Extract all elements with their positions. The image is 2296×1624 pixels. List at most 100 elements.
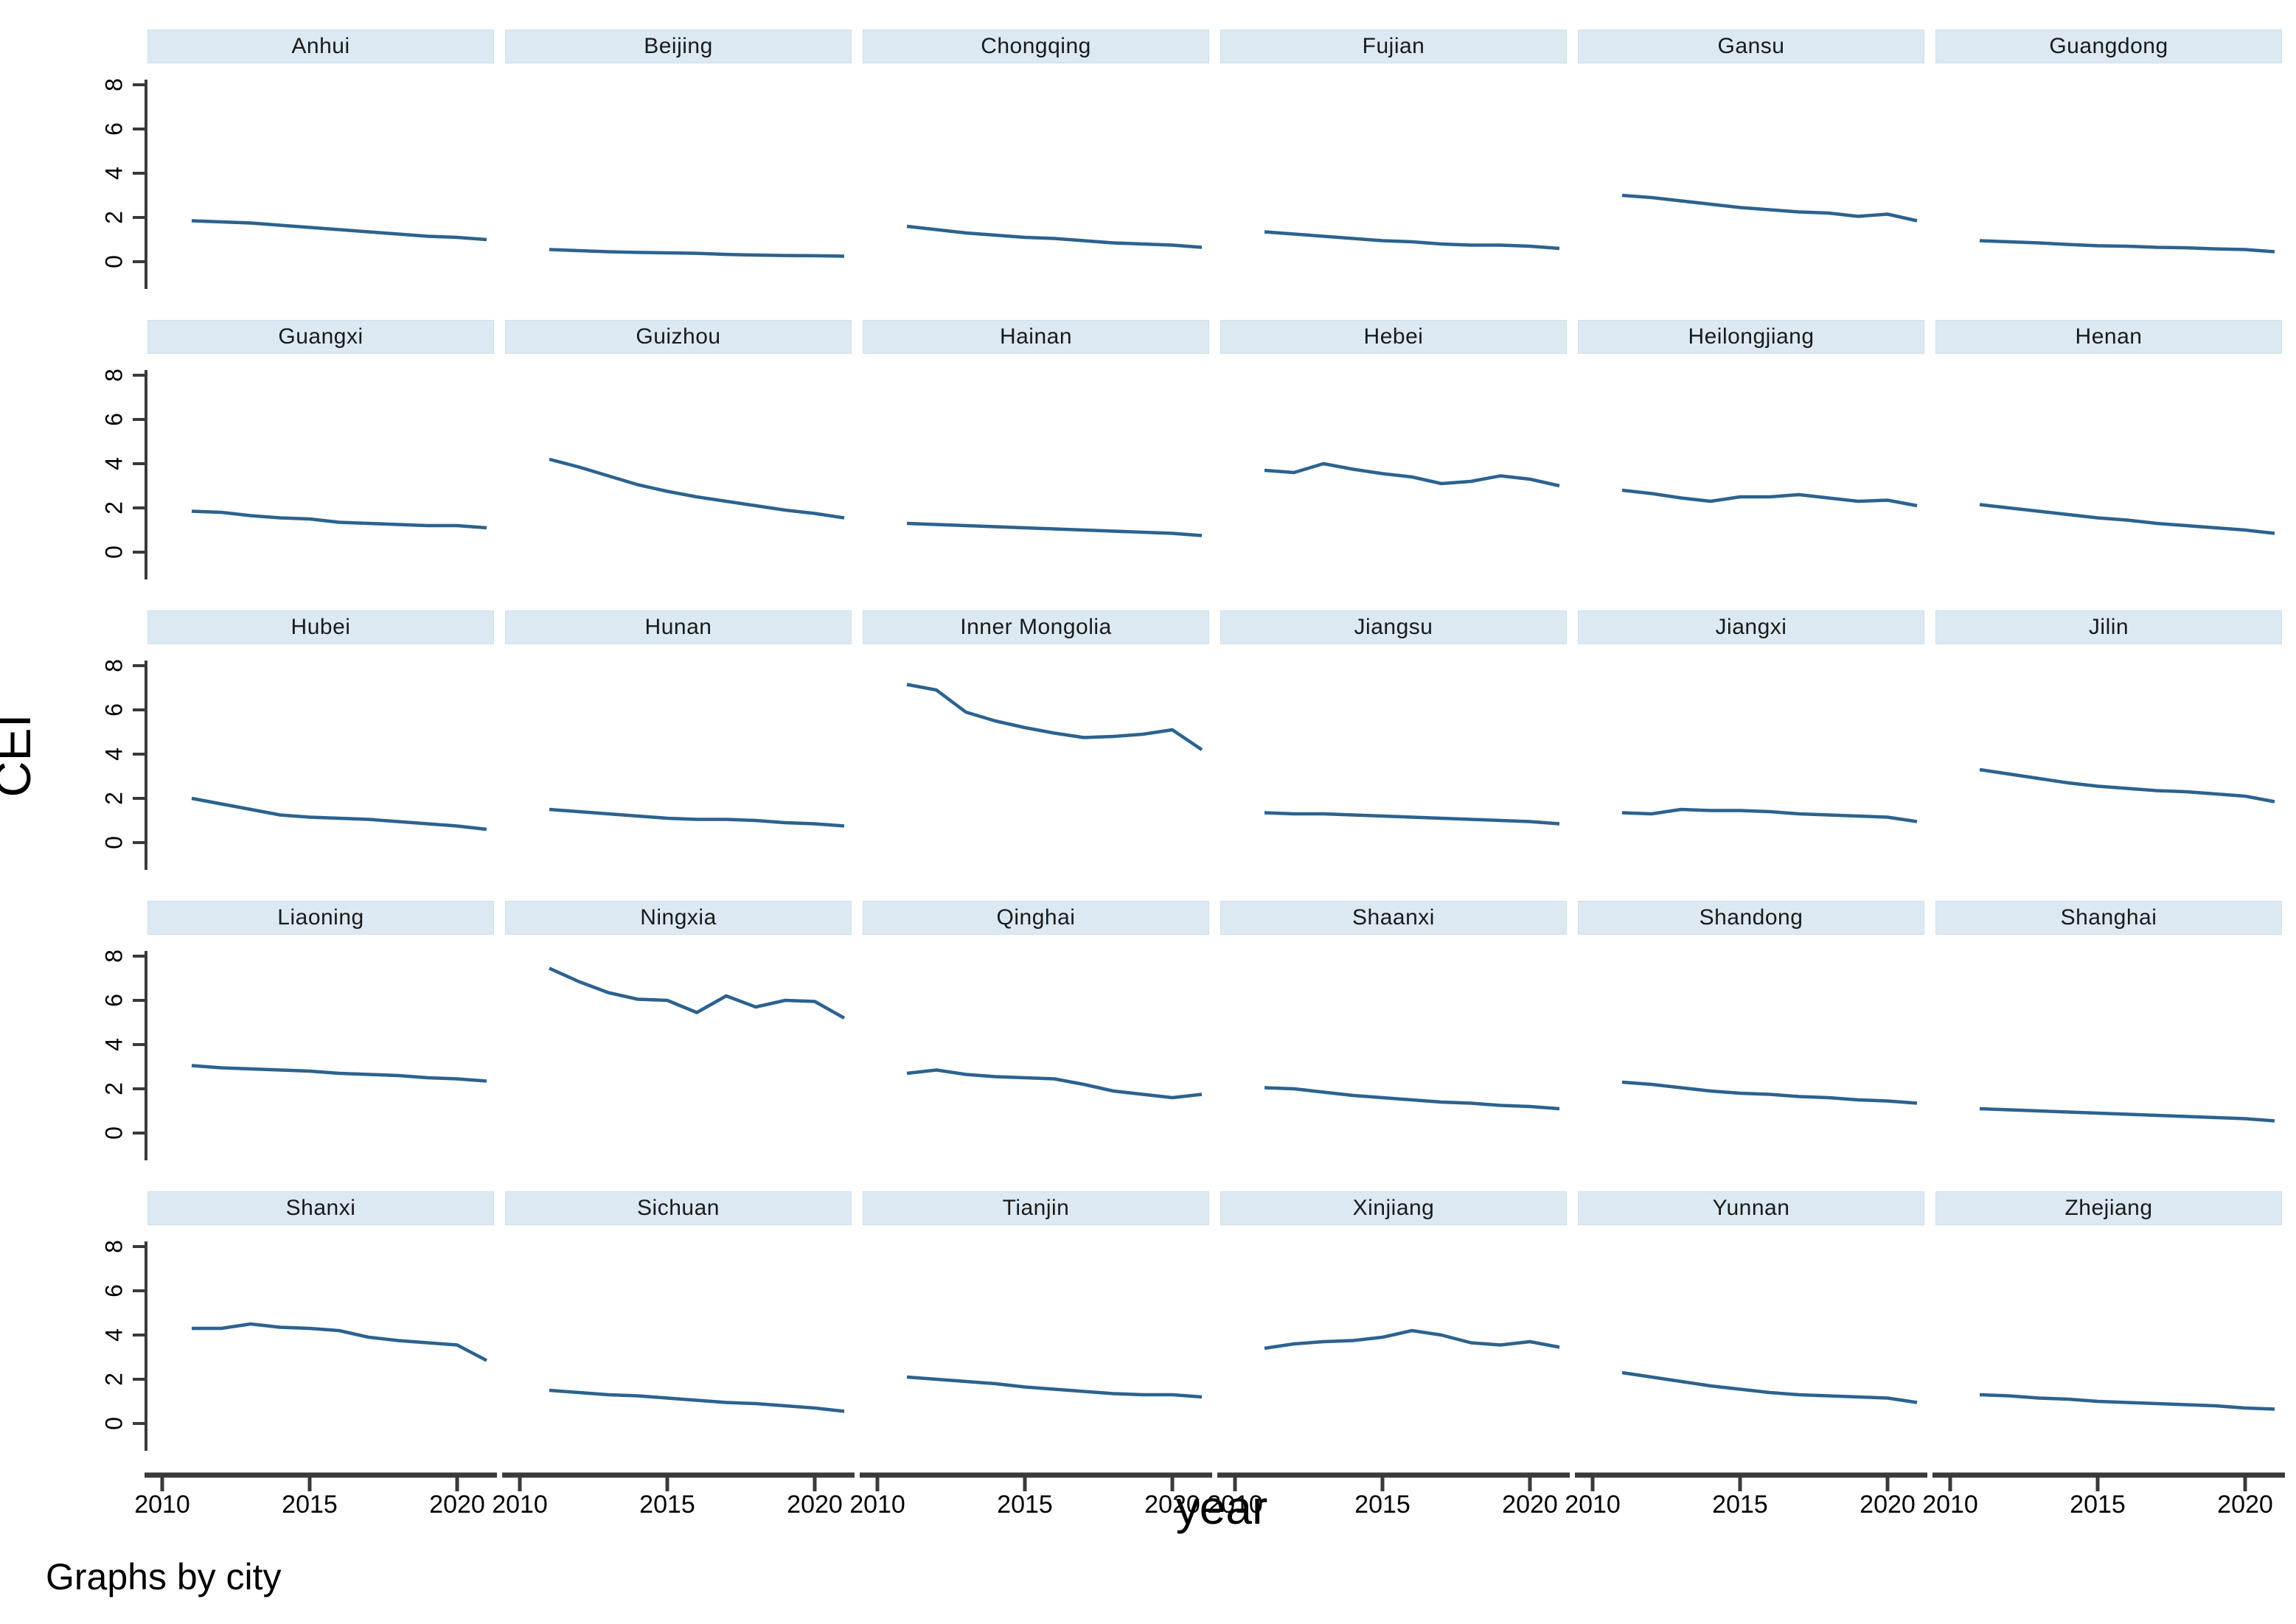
y-tick-label: 6	[100, 413, 127, 426]
plot-background	[505, 938, 852, 1181]
cei-line	[1264, 1086, 1560, 1111]
cei-line	[549, 1388, 845, 1413]
x-tick-label: 2015	[997, 1491, 1053, 1519]
panel-plot	[505, 66, 852, 310]
panel-title: Hubei	[147, 610, 494, 644]
facet-panel-xinjiang: Xinjiang 2010 2015 2020	[1207, 1191, 1570, 1519]
facet-panel-anhui: Anhui	[147, 29, 494, 310]
plot-background	[863, 1228, 1209, 1471]
panel-title: Liaoning	[147, 901, 494, 935]
panel-title: Jilin	[1935, 610, 2282, 644]
y-tick-label: 8	[100, 369, 127, 382]
panel-title: Inner Mongolia	[863, 610, 1209, 644]
cei-line	[906, 224, 1203, 249]
cei-line	[191, 219, 487, 242]
x-tick-label: 2015	[282, 1491, 338, 1519]
y-axis-svg: 8 6 4 2 0	[100, 1240, 147, 1451]
x-tick-label: 2010	[1207, 1491, 1263, 1519]
panel-plot	[1578, 647, 1924, 891]
cei-line	[1621, 1080, 1918, 1105]
y-axis: 8 6 4 2 0	[63, 1191, 147, 1471]
plot-background	[863, 66, 1209, 310]
panel-title: Heilongjiang	[1578, 320, 1924, 354]
y-tick-label: 4	[100, 457, 127, 470]
cei-line	[1621, 488, 1918, 508]
facet-panel-hubei: Hubei	[147, 610, 494, 891]
panel-title: Chongqing	[863, 29, 1209, 63]
cei-line	[1979, 1107, 2275, 1123]
panel-title: Shanghai	[1935, 901, 2282, 935]
y-tick-label: 2	[100, 211, 127, 224]
y-tick-label: 4	[100, 167, 127, 180]
panel-plot	[147, 647, 494, 891]
facet-panel-shaanxi: Shaanxi	[1220, 901, 1567, 1181]
panel-title: Zhejiang	[1935, 1191, 2282, 1225]
facet-row: 8 6 4 2 0 Anhui Beijing Chongqing Fujian Gansu Gua…	[100, 29, 2282, 310]
facet-panel-hunan: Hunan	[505, 610, 852, 891]
facet-panel-liaoning: Liaoning	[147, 901, 494, 1181]
panel-plot	[505, 1228, 852, 1471]
plot-background	[1220, 1228, 1567, 1471]
facet-panel-tianjin: Tianjin 2010 2015 2020	[849, 1191, 1212, 1519]
cei-line	[1621, 807, 1918, 823]
x-axis: 2010 2015 2020	[1207, 1472, 1570, 1519]
facet-panel-shanxi: Shanxi 2010 2015 2020	[134, 1191, 497, 1519]
x-tick-label: 2010	[134, 1491, 190, 1519]
plot-background	[1935, 1228, 2282, 1471]
x-axis-title: year	[1175, 1481, 1268, 1534]
cei-line	[549, 807, 845, 828]
panel-title: Sichuan	[505, 1191, 852, 1225]
y-tick-label: 4	[100, 1328, 127, 1342]
cei-line	[549, 457, 845, 520]
y-tick-label: 0	[100, 836, 127, 849]
facet-panel-jiangsu: Jiangsu	[1220, 610, 1567, 891]
x-tick-label: 2020	[787, 1491, 843, 1519]
panel-title: Hunan	[505, 610, 852, 644]
y-tick-label: 8	[100, 1240, 127, 1253]
facet-panel-shandong: Shandong	[1578, 901, 1924, 1181]
panel-title: Anhui	[147, 29, 494, 63]
cei-line	[906, 521, 1203, 537]
plot-background	[505, 66, 852, 310]
plot-background	[505, 1228, 852, 1471]
cei-line	[191, 509, 487, 530]
y-tick-label: 0	[100, 1417, 127, 1430]
plot-background	[147, 357, 494, 600]
panel-title: Gansu	[1578, 29, 1924, 63]
plot-background	[1578, 938, 1924, 1181]
y-tick-label: 8	[100, 78, 127, 91]
panel-title: Guangxi	[147, 320, 494, 354]
facet-panel-hainan: Hainan	[863, 320, 1209, 600]
panel-plot	[1935, 938, 2282, 1181]
facet-panel-heilongjiang: Heilongjiang	[1578, 320, 1924, 600]
y-axis-title: CEI	[0, 714, 41, 798]
panel-plot	[1220, 647, 1567, 891]
panel-title: Guizhou	[505, 320, 852, 354]
panel-plot	[147, 357, 494, 600]
cei-line	[1621, 193, 1918, 223]
facet-panel-jiangxi: Jiangxi	[1578, 610, 1924, 891]
x-axis: 2010 2015 2020	[1922, 1472, 2285, 1519]
plot-background	[1935, 938, 2282, 1181]
panel-plot	[863, 1228, 1209, 1471]
facet-panel-yunnan: Yunnan 2010 2015 2020	[1565, 1191, 1927, 1519]
panel-title: Qinghai	[863, 901, 1209, 935]
y-tick-label: 2	[100, 1082, 127, 1095]
cei-line	[906, 1068, 1203, 1100]
panel-plot	[1220, 66, 1567, 310]
facet-row: 8 6 4 2 0 Hubei Hunan Inner Mongolia Jiangsu Jian…	[100, 610, 2282, 891]
y-axis: 8 6 4 2 0	[63, 610, 147, 891]
panel-title: Hebei	[1220, 320, 1567, 354]
x-axis: 2010 2015 2020	[134, 1472, 497, 1519]
y-tick-label: 0	[100, 546, 127, 559]
panel-plot	[863, 938, 1209, 1181]
cei-line	[1264, 811, 1560, 826]
panel-title: Jiangxi	[1578, 610, 1924, 644]
x-tick-label: 2015	[1354, 1491, 1410, 1519]
facet-panel-guangdong: Guangdong	[1935, 29, 2282, 310]
x-tick-label: 2010	[849, 1491, 905, 1519]
panel-plot	[147, 938, 494, 1181]
facet-panel-gansu: Gansu	[1578, 29, 1924, 310]
panel-title: Shaanxi	[1220, 901, 1567, 935]
